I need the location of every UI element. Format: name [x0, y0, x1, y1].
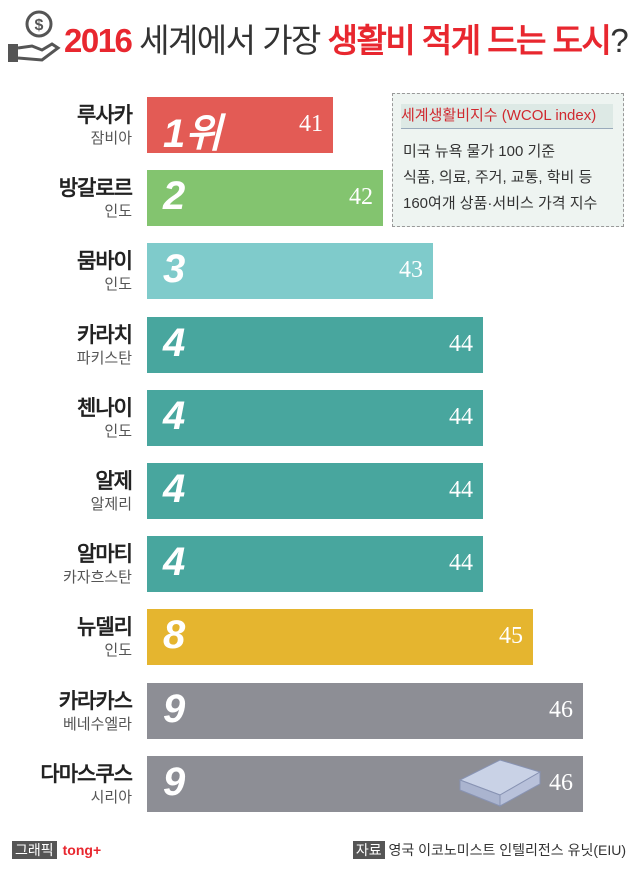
value-label: 43: [399, 257, 423, 284]
country-label: 인도: [104, 422, 132, 440]
page-title: 2016 세계에서 가장 생활비 적게 드는 도시?: [64, 14, 629, 62]
bar-row: 방갈로르 인도 2 42: [0, 170, 640, 227]
value-label: 46: [549, 696, 573, 723]
rank-label: 1위: [163, 112, 223, 156]
bar: 4 44: [147, 463, 483, 519]
city-label: 카라치: [77, 323, 133, 347]
value-label: 42: [349, 184, 373, 211]
bar-row: 첸나이 인도 4 44: [0, 389, 640, 446]
country-label: 인도: [104, 642, 132, 660]
rank-label: 3: [163, 247, 186, 292]
bar-row: 뉴델리 인도 8 45: [0, 609, 640, 666]
rank-label: 9: [163, 686, 186, 731]
legend-line: 160여개 상품·서비스 가격 지수: [403, 195, 598, 212]
value-label: 45: [499, 623, 523, 650]
bar-row: 뭄바이 인도 3 43: [0, 243, 640, 300]
value-label: 44: [449, 477, 473, 503]
country-label: 잠비아: [90, 130, 132, 147]
bar: 1위 41: [147, 97, 333, 156]
footer-source: 자료 영국 이코노미스트 인텔리전스 유닛(EIU): [352, 840, 626, 860]
title-year: 2016: [64, 22, 133, 59]
value-label: 44: [449, 403, 473, 430]
rank-label: 8: [163, 613, 186, 658]
bar-row: 카라카스 베네수엘라 9 46: [0, 682, 640, 739]
money-hand-icon: $: [8, 10, 61, 62]
bar: 9 46: [147, 682, 583, 739]
country-label: 카자흐스탄: [62, 569, 132, 587]
graphic-label: 그래픽: [12, 841, 57, 859]
legend-line: 미국 뉴욕 물가 100 기준: [403, 143, 556, 160]
country-label: 파키스탄: [76, 349, 132, 367]
country-label: 베네수엘라: [62, 715, 132, 733]
bar: 4 44: [147, 536, 483, 593]
city-label: 다마스쿠스: [40, 762, 133, 786]
value-label: 46: [549, 769, 573, 796]
city-label: 카라카스: [58, 689, 133, 713]
country-label: 인도: [104, 203, 132, 221]
watermark-logo: tong+: [472, 290, 555, 323]
city-label: 뉴델리: [77, 616, 133, 640]
bar: 3 43: [147, 243, 433, 300]
city-label: 알마티: [77, 543, 133, 567]
bar: 8 45: [147, 609, 533, 666]
source-label: 자료: [352, 841, 385, 859]
bar: 2 42: [147, 170, 383, 227]
money-stack-icon: [458, 759, 542, 807]
city-label: 뭄바이: [77, 250, 133, 274]
bar-row: 루사카 잠비아 1위 41: [0, 97, 640, 156]
value-label: 44: [449, 330, 473, 357]
country-label: 인도: [104, 276, 132, 294]
legend-box: 세계생활비지수 (WCOL index) 미국 뉴욕 물가 100 기준 식품,…: [392, 93, 624, 227]
bar-row: 카라치 파키스탄 4 44: [0, 316, 640, 373]
bar: 4 44: [147, 316, 483, 373]
rank-label: 9: [163, 759, 186, 804]
footer-credit: 그래픽 tong+: [12, 840, 101, 860]
city-label: 루사카: [77, 104, 133, 127]
legend-title: 세계생활비지수 (WCOL index): [401, 104, 613, 129]
city-label: 알제: [95, 470, 133, 493]
title-mid: 세계에서 가장: [131, 22, 328, 59]
bar: 4 44: [147, 389, 483, 446]
brand-logo: tong+: [62, 842, 102, 858]
city-label: 첸나이: [77, 396, 133, 420]
country-label: 알제리: [90, 496, 132, 513]
rank-label: 4: [163, 467, 186, 511]
svg-text:$: $: [35, 17, 44, 34]
title-highlight: 생활비 적게 드는 도시: [327, 22, 612, 59]
value-label: 44: [449, 550, 473, 577]
rank-label: 4: [163, 540, 186, 585]
country-label: 시리아: [90, 788, 132, 806]
bar-row: 알마티 카자흐스탄 4 44: [0, 536, 640, 593]
legend-line: 식품, 의료, 주거, 교통, 학비 등: [403, 169, 593, 186]
title-end: ?: [610, 22, 628, 59]
source-text: 영국 이코노미스트 인텔리전스 유닛(EIU): [388, 842, 626, 858]
value-label: 41: [299, 111, 323, 137]
rank-label: 4: [163, 393, 186, 438]
bar-row: 알제 알제리 4 44: [0, 463, 640, 519]
rank-label: 2: [163, 174, 186, 219]
rank-label: 4: [163, 320, 186, 365]
city-label: 방갈로르: [58, 177, 133, 201]
